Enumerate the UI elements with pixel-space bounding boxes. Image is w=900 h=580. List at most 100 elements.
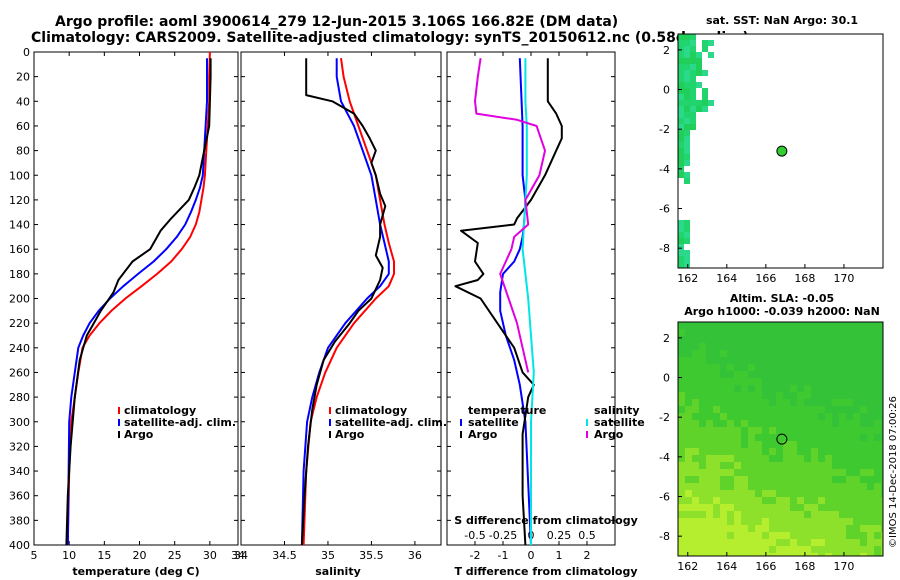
sla-cell xyxy=(713,497,721,505)
sla-cell xyxy=(846,441,854,449)
sla-cell xyxy=(818,336,826,344)
sst-cell xyxy=(678,160,684,166)
sla-cell xyxy=(685,350,693,358)
sla-cell xyxy=(741,399,749,407)
sla-cell xyxy=(769,539,777,547)
sla-cell xyxy=(790,539,798,547)
sla-cell xyxy=(860,322,868,330)
ytick-label: 360 xyxy=(9,490,30,503)
sst-cell xyxy=(690,82,696,88)
sla-cell xyxy=(713,553,721,556)
sla-cell xyxy=(699,357,707,365)
sla-cell xyxy=(881,399,883,407)
sla-cell xyxy=(720,525,728,533)
sla-cell xyxy=(839,532,847,540)
sla-cell xyxy=(853,427,861,435)
sla-cell xyxy=(713,357,721,365)
sla-cell xyxy=(867,427,875,435)
temperature-xlabel: temperature (deg C) xyxy=(72,565,199,578)
sla-cell xyxy=(706,476,714,484)
difference-panel: -2 -1 0 1 2-0.5 -0.25 0 0.25 0.5 T difference fr… xyxy=(446,51,645,578)
sla-cell xyxy=(762,364,770,372)
sla-cell xyxy=(818,546,826,554)
sla-cell xyxy=(706,483,714,491)
sla-cell xyxy=(874,455,882,463)
sla-cell xyxy=(748,532,756,540)
xtick-label: 15 xyxy=(97,549,111,562)
sla-cell xyxy=(678,364,686,372)
sla-cell xyxy=(867,462,875,470)
sla-cell xyxy=(713,371,721,379)
sst-cell xyxy=(678,238,684,244)
sla-cell xyxy=(727,350,735,358)
sla-cell xyxy=(860,476,868,484)
sla-cell xyxy=(678,329,686,337)
imos-timestamp: ©IMOS 14-Dec-2018 07:00:26 xyxy=(888,396,899,548)
sla-cell xyxy=(853,441,861,449)
sla-cell xyxy=(678,455,686,463)
sla-cell xyxy=(839,511,847,519)
sst-cell xyxy=(696,100,702,106)
sla-cell xyxy=(853,455,861,463)
sst-cell xyxy=(684,76,690,82)
xtick-label: 2 xyxy=(584,549,591,562)
sla-cell xyxy=(713,546,721,554)
sla-cell xyxy=(881,434,883,442)
sla-cell xyxy=(846,336,854,344)
sla-cell xyxy=(860,483,868,491)
sla-cell xyxy=(769,497,777,505)
sla-cell xyxy=(727,504,735,512)
sla-cell xyxy=(699,490,707,498)
sla-cell xyxy=(692,483,700,491)
sla-cell xyxy=(741,553,749,556)
sla-cell xyxy=(860,364,868,372)
sla-cell xyxy=(755,399,763,407)
sla-cell xyxy=(734,378,742,386)
sla-cell xyxy=(776,406,784,414)
sla-cell xyxy=(734,546,742,554)
sla-cell xyxy=(860,371,868,379)
sla-cell xyxy=(790,518,798,526)
sla-cell xyxy=(755,497,763,505)
sst-cell xyxy=(684,94,690,100)
sla-cell xyxy=(706,350,714,358)
sla-cell xyxy=(846,469,854,477)
sla-cell xyxy=(762,399,770,407)
sla-cell xyxy=(804,490,812,498)
sla-cell xyxy=(776,448,784,456)
sst-cell xyxy=(690,40,696,46)
sla-cell xyxy=(853,364,861,372)
sla-cell xyxy=(867,385,875,393)
sla-cell xyxy=(706,518,714,526)
sla-cell xyxy=(874,427,882,435)
map-xtick-label: 164 xyxy=(716,560,737,573)
sla-cell xyxy=(741,322,749,330)
sst-cell xyxy=(678,130,684,136)
sla-cell xyxy=(713,406,721,414)
sla-cell xyxy=(804,371,812,379)
sla-cell xyxy=(720,357,728,365)
sla-cell xyxy=(797,462,805,470)
sla-cell xyxy=(727,364,735,372)
sla-cell xyxy=(699,378,707,386)
sla-cell xyxy=(790,385,798,393)
sla-cell xyxy=(685,490,693,498)
sst-cell xyxy=(678,94,684,100)
sla-cell xyxy=(804,525,812,533)
top-xtick-label: -0.25 xyxy=(489,529,517,542)
sla-cell xyxy=(685,539,693,547)
sla-cell xyxy=(713,532,721,540)
sla-cell xyxy=(755,532,763,540)
sst-cell xyxy=(678,136,684,142)
legend-sal-satellite: satellite xyxy=(594,416,645,429)
sla-cell xyxy=(769,448,777,456)
sla-cell xyxy=(839,462,847,470)
sla-cell xyxy=(797,490,805,498)
sst-cell xyxy=(702,106,708,112)
map-ytick-label: -6 xyxy=(659,203,670,216)
sla-cell xyxy=(741,490,749,498)
sla-cell xyxy=(685,392,693,400)
sla-cell xyxy=(825,497,833,505)
sla-cell xyxy=(741,448,749,456)
sla-cell xyxy=(776,385,784,393)
